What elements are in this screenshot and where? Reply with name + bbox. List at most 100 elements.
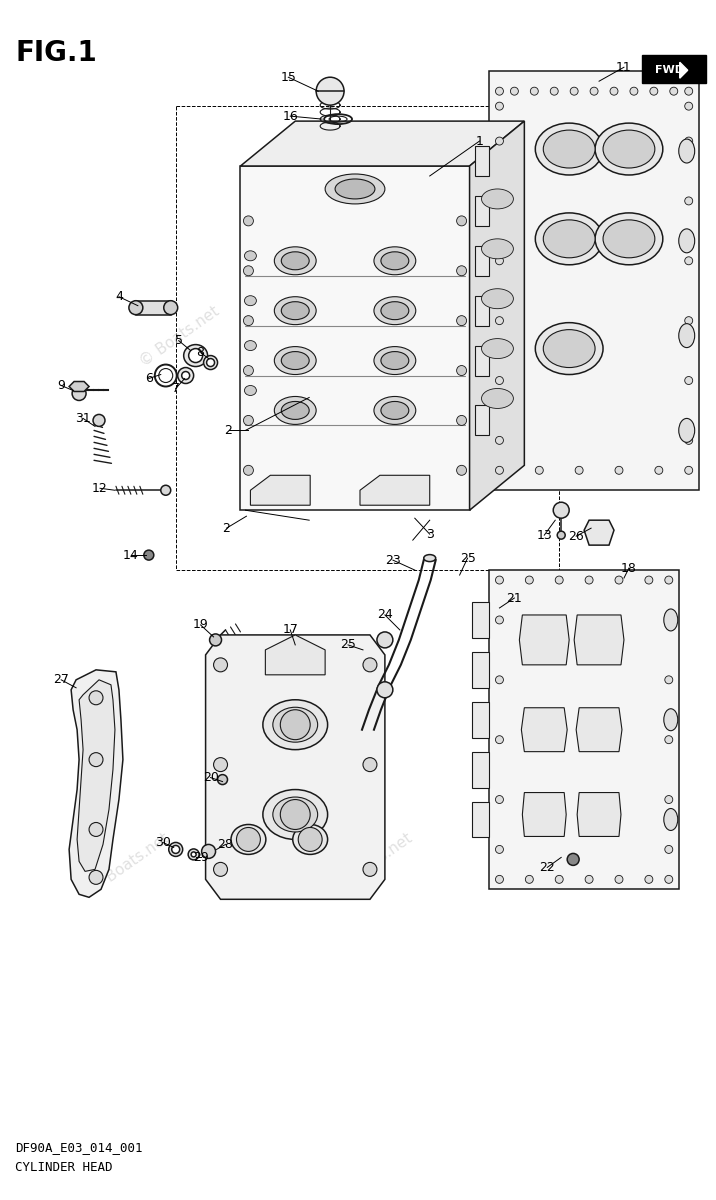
Ellipse shape: [281, 301, 309, 319]
Text: 15: 15: [281, 71, 296, 84]
Ellipse shape: [172, 846, 180, 853]
Polygon shape: [241, 166, 470, 510]
Circle shape: [495, 467, 503, 474]
Ellipse shape: [273, 797, 318, 832]
Circle shape: [363, 863, 377, 876]
Text: © Boats.net: © Boats.net: [330, 830, 415, 896]
Text: 1: 1: [475, 134, 483, 148]
Circle shape: [457, 265, 467, 276]
Circle shape: [495, 137, 503, 145]
Polygon shape: [490, 71, 699, 491]
Circle shape: [89, 870, 103, 884]
Ellipse shape: [274, 396, 316, 425]
Circle shape: [615, 875, 623, 883]
Circle shape: [555, 875, 563, 883]
Ellipse shape: [184, 344, 208, 366]
Text: 28: 28: [218, 838, 233, 851]
Ellipse shape: [263, 700, 328, 750]
Circle shape: [495, 576, 503, 584]
Circle shape: [299, 828, 322, 852]
Ellipse shape: [182, 372, 190, 379]
Polygon shape: [475, 146, 490, 176]
Polygon shape: [475, 196, 490, 226]
Circle shape: [89, 752, 103, 767]
Circle shape: [684, 437, 692, 444]
Text: 17: 17: [282, 624, 298, 636]
Ellipse shape: [231, 824, 266, 854]
Ellipse shape: [482, 239, 513, 259]
Ellipse shape: [281, 252, 309, 270]
Circle shape: [664, 616, 673, 624]
Polygon shape: [577, 792, 621, 836]
Circle shape: [575, 467, 583, 474]
Text: 27: 27: [53, 673, 69, 686]
Ellipse shape: [543, 330, 595, 367]
Polygon shape: [475, 346, 490, 376]
Polygon shape: [205, 635, 385, 899]
Circle shape: [243, 216, 253, 226]
Ellipse shape: [381, 402, 409, 420]
Text: © Boats.net: © Boats.net: [137, 304, 222, 370]
Circle shape: [590, 88, 598, 95]
Ellipse shape: [664, 608, 678, 631]
Circle shape: [585, 875, 593, 883]
Ellipse shape: [595, 124, 663, 175]
Circle shape: [669, 88, 678, 95]
Polygon shape: [360, 475, 430, 505]
Text: 6: 6: [145, 372, 153, 385]
Circle shape: [495, 676, 503, 684]
Text: © Boats.net: © Boats.net: [87, 830, 173, 896]
Ellipse shape: [293, 824, 328, 854]
Circle shape: [495, 616, 503, 624]
Circle shape: [536, 467, 543, 474]
Text: 16: 16: [282, 109, 298, 122]
Ellipse shape: [374, 296, 416, 325]
Circle shape: [243, 265, 253, 276]
Ellipse shape: [679, 324, 695, 348]
Ellipse shape: [274, 347, 316, 374]
Circle shape: [213, 863, 228, 876]
Circle shape: [664, 846, 673, 853]
Text: 20: 20: [203, 772, 218, 784]
Ellipse shape: [188, 848, 199, 860]
Circle shape: [161, 485, 170, 496]
Circle shape: [457, 316, 467, 325]
Ellipse shape: [281, 352, 309, 370]
Text: 4: 4: [115, 290, 123, 304]
Ellipse shape: [603, 220, 655, 258]
Circle shape: [664, 736, 673, 744]
Polygon shape: [475, 295, 490, 325]
Circle shape: [218, 774, 228, 785]
Circle shape: [557, 532, 565, 539]
Circle shape: [457, 216, 467, 226]
Polygon shape: [69, 382, 89, 391]
Circle shape: [457, 366, 467, 376]
Polygon shape: [472, 802, 490, 838]
Circle shape: [585, 576, 593, 584]
Circle shape: [495, 88, 503, 95]
Ellipse shape: [244, 295, 256, 306]
Ellipse shape: [178, 367, 193, 384]
Circle shape: [650, 88, 658, 95]
Circle shape: [377, 682, 393, 697]
Circle shape: [645, 576, 653, 584]
Text: 9: 9: [57, 379, 65, 392]
Circle shape: [243, 316, 253, 325]
Ellipse shape: [536, 212, 603, 265]
Ellipse shape: [325, 174, 385, 204]
Circle shape: [630, 88, 638, 95]
Polygon shape: [490, 570, 679, 889]
Circle shape: [553, 503, 569, 518]
Ellipse shape: [482, 188, 513, 209]
Circle shape: [89, 822, 103, 836]
Text: 26: 26: [569, 529, 584, 542]
Text: 7: 7: [172, 382, 180, 395]
Circle shape: [210, 634, 221, 646]
Ellipse shape: [374, 247, 416, 275]
Ellipse shape: [281, 402, 309, 420]
Circle shape: [664, 676, 673, 684]
Circle shape: [164, 301, 178, 314]
Circle shape: [363, 658, 377, 672]
Polygon shape: [584, 520, 614, 545]
Polygon shape: [523, 792, 566, 836]
